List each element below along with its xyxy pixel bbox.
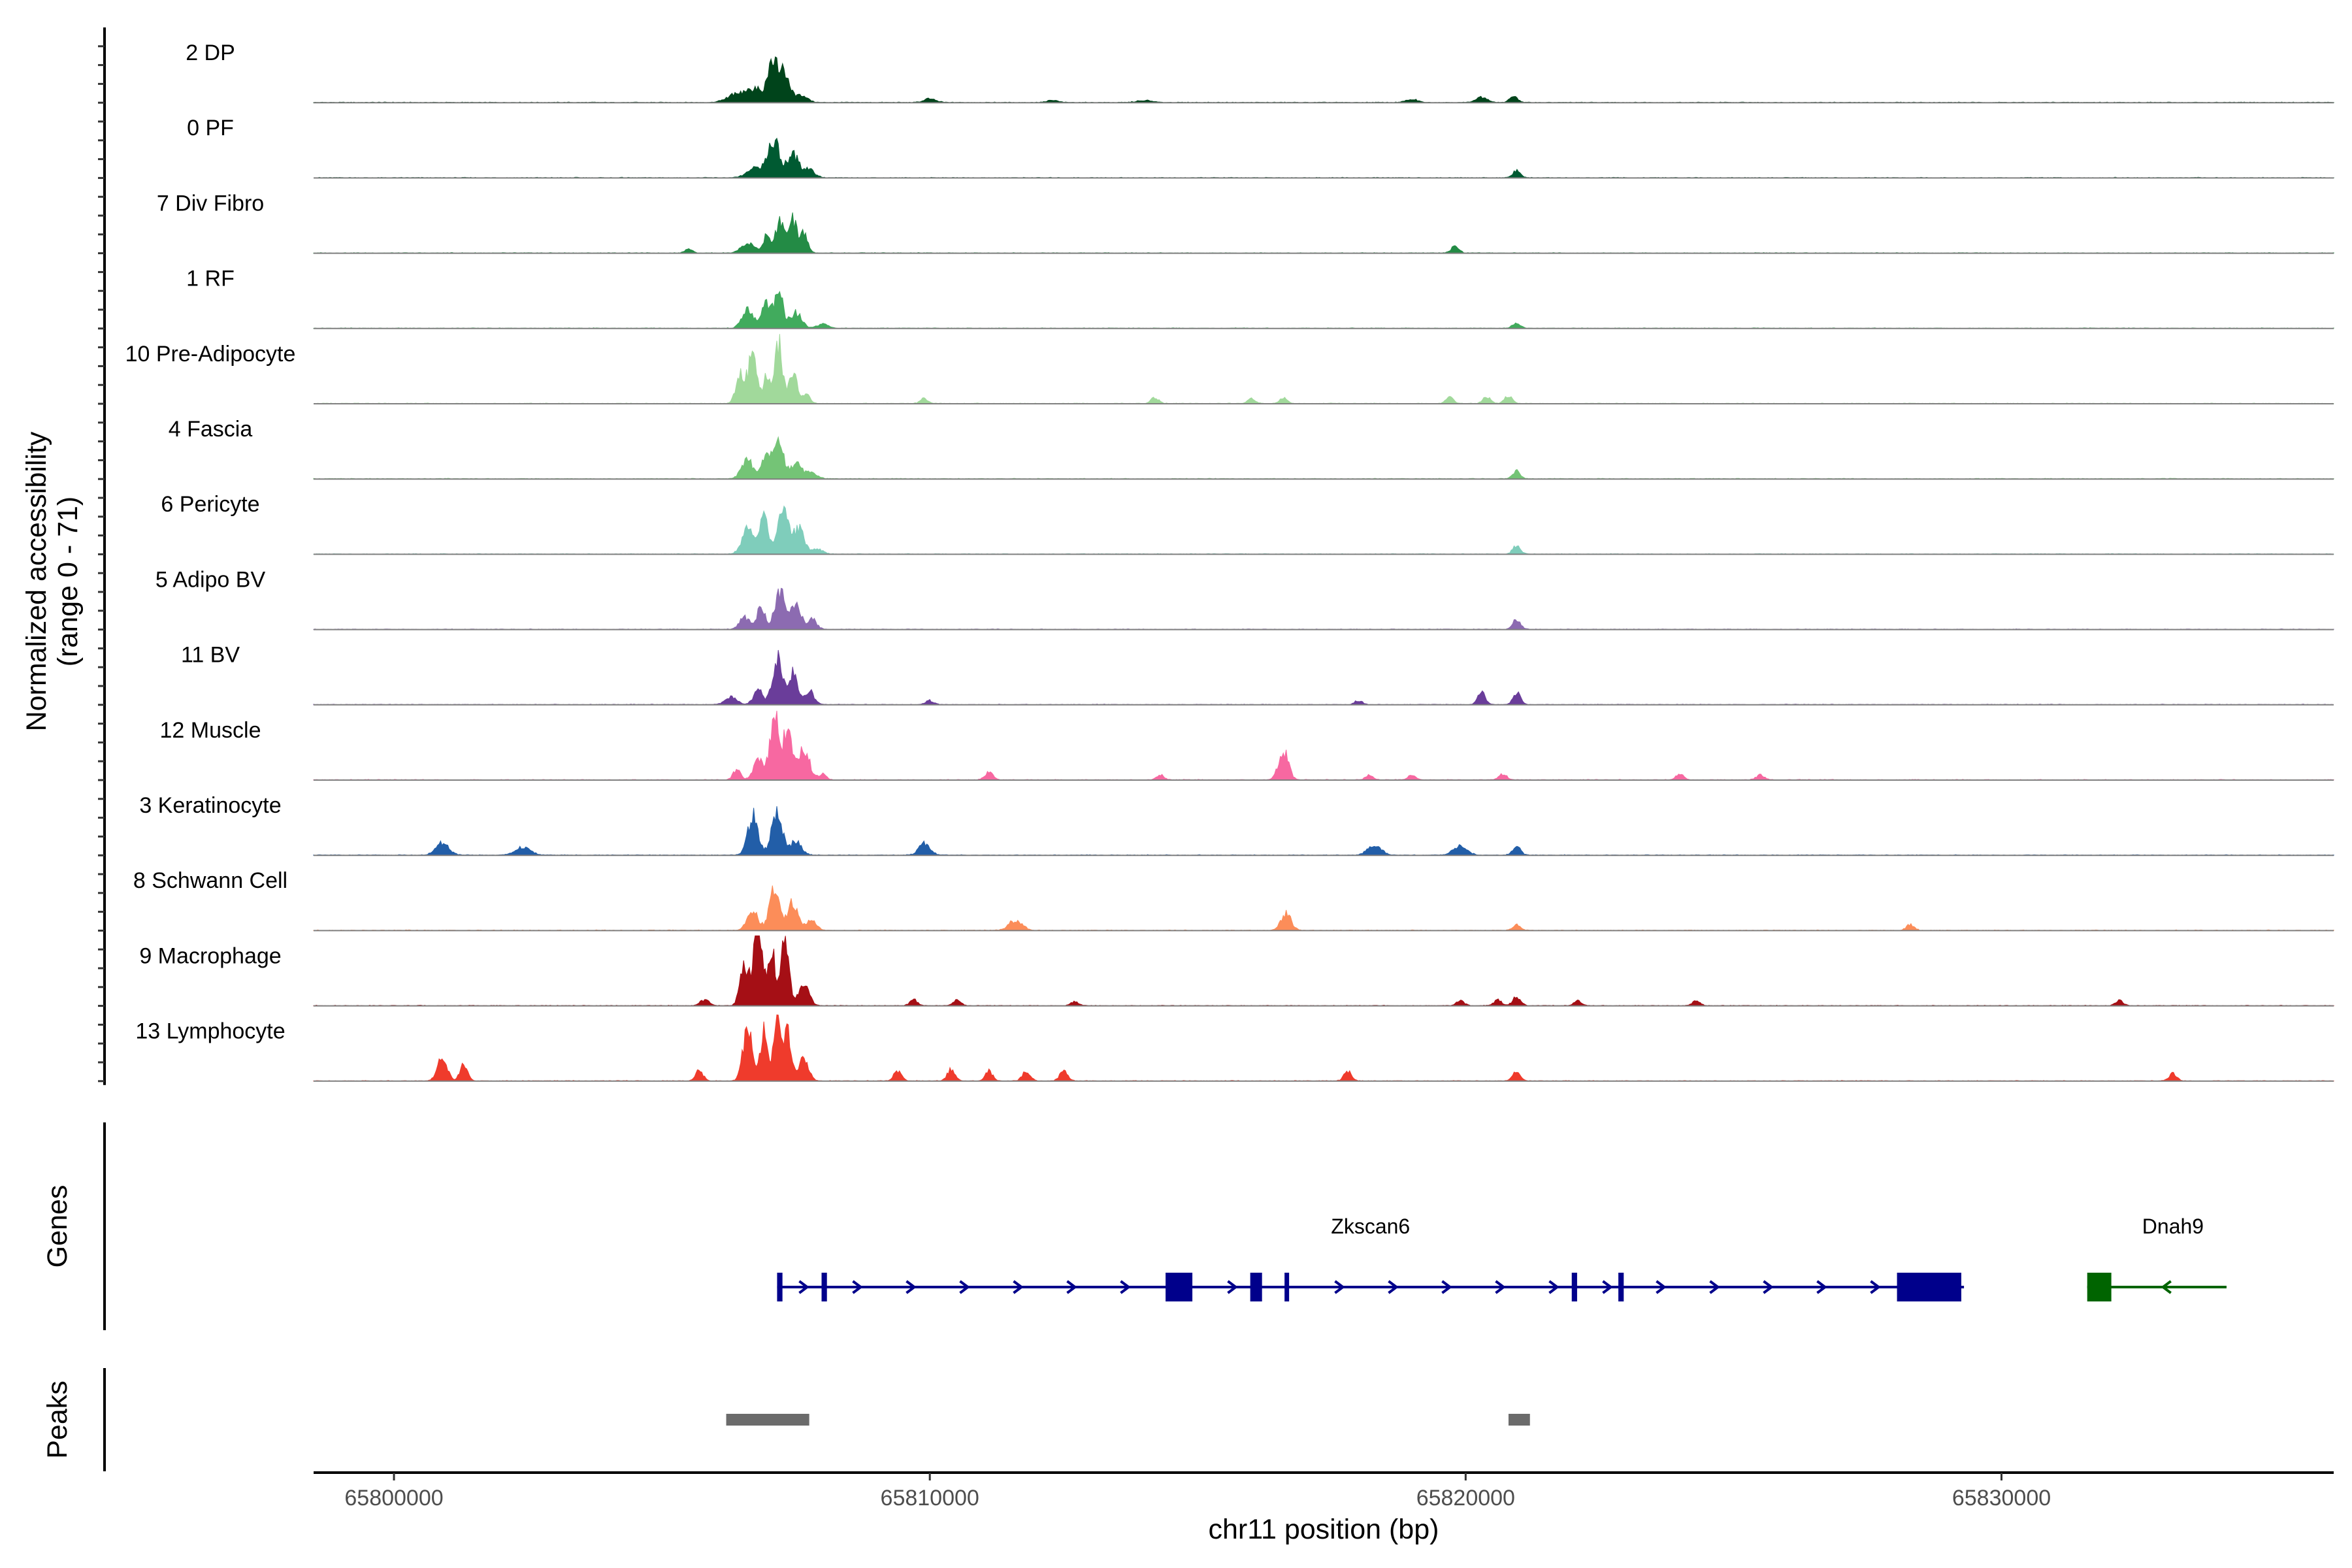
- track-label: 8 Schwann Cell: [133, 868, 287, 893]
- track-label: 7 Div Fibro: [157, 191, 264, 216]
- track-3-keratinocyte: 3 Keratinocyte: [139, 793, 2334, 857]
- strand-arrow: [1763, 1280, 1774, 1294]
- coverage-area: [313, 436, 2334, 480]
- strand-arrow: [1120, 1280, 1131, 1294]
- strand-arrow: [959, 1280, 970, 1294]
- track-1-rf: 1 RF: [186, 267, 2334, 329]
- coverage-area: [313, 587, 2334, 630]
- track-6-pericyte: 6 Pericyte: [161, 492, 2334, 555]
- strand-arrow: [1709, 1280, 1720, 1294]
- genes-panel-label: Genes: [42, 1185, 73, 1268]
- track-label: 2 DP: [186, 41, 235, 65]
- strand-arrow: [1656, 1280, 1667, 1294]
- track-label: 6 Pericyte: [161, 492, 259, 517]
- x-axis-ticks: 65800000 65810000 65820000 65830000: [344, 1473, 2051, 1511]
- strand-arrow: [1013, 1280, 1024, 1294]
- track-10-pre-adipocyte: 10 Pre-Adipocyte: [125, 334, 2334, 404]
- x-axis-title: chr11 position (bp): [1209, 1514, 1439, 1545]
- x-tick-label: 65810000: [881, 1486, 979, 1511]
- gene-label: Zkscan6: [1331, 1215, 1410, 1238]
- gene-zkscan6: Zkscan6: [777, 1215, 1965, 1301]
- track-11-bv: 11 BV: [181, 643, 2334, 706]
- strand-arrow: [1602, 1280, 1613, 1294]
- y-axis-title-sub: (range 0 - 71): [52, 497, 84, 667]
- peaks-panel-label: Peaks: [42, 1380, 73, 1459]
- exon: [1166, 1273, 1193, 1301]
- coverage-tracks: 2 DP 0 PF 7 Div Fibro 1 RF 10 Pre-Adipocyte 4…: [125, 41, 2334, 1082]
- strand-arrow: [1816, 1280, 1827, 1294]
- track-4-fascia: 4 Fascia: [169, 417, 2334, 480]
- track-label: 12 Muscle: [160, 718, 261, 743]
- coverage-area: [313, 334, 2334, 404]
- strand-arrow: [1495, 1280, 1506, 1294]
- track-2-dp: 2 DP: [186, 41, 2334, 104]
- track-0-pf: 0 PF: [187, 116, 2334, 179]
- exon: [1571, 1273, 1577, 1301]
- gene-dnah9: Dnah9: [2087, 1215, 2227, 1301]
- track-5-adipo-bv: 5 Adipo BV: [155, 567, 2334, 630]
- coverage-area: [313, 56, 2334, 103]
- track-9-macrophage: 9 Macrophage: [139, 935, 2334, 1007]
- exon: [777, 1273, 783, 1301]
- y-axis-title: Normalized accessibility (range 0 - 71): [21, 431, 84, 731]
- coverage-area: [313, 212, 2334, 254]
- gene-annotations: Zkscan6 Dnah9: [777, 1215, 2227, 1301]
- track-label: 0 PF: [187, 116, 234, 140]
- coverage-area: [313, 935, 2334, 1007]
- coverage-area: [313, 137, 2334, 178]
- gene-label: Dnah9: [2142, 1215, 2204, 1238]
- strand-arrow: [1388, 1280, 1399, 1294]
- coverage-area: [313, 291, 2334, 329]
- y-axis-title-main: Normalized accessibility: [21, 431, 52, 731]
- track-label: 13 Lymphocyte: [135, 1019, 285, 1044]
- track-label: 3 Keratinocyte: [139, 793, 281, 818]
- x-tick-label: 65830000: [1952, 1486, 2051, 1511]
- track-label: 5 Adipo BV: [155, 567, 266, 592]
- track-7-div-fibro: 7 Div Fibro: [157, 191, 2334, 254]
- coverage-left-axis: [98, 27, 106, 1085]
- coverage-area: [313, 505, 2334, 555]
- track-label: 9 Macrophage: [139, 943, 281, 968]
- coverage-area: [313, 806, 2334, 856]
- track-8-schwann-cell: 8 Schwann Cell: [133, 868, 2334, 932]
- x-tick-label: 65820000: [1416, 1486, 1515, 1511]
- exon: [1618, 1273, 1624, 1301]
- strand-arrow: [2161, 1280, 2172, 1294]
- track-13-lymphocyte: 13 Lymphocyte: [135, 1014, 2334, 1082]
- coverage-area: [313, 1014, 2334, 1082]
- track-label: 4 Fascia: [169, 417, 253, 442]
- strand-arrow: [852, 1280, 863, 1294]
- strand-arrow: [1441, 1280, 1452, 1294]
- strand-arrow: [1227, 1280, 1238, 1294]
- coverage-area: [313, 710, 2334, 781]
- peak-regions: [726, 1414, 1530, 1426]
- coverage-area: [313, 649, 2334, 706]
- exon: [1250, 1273, 1262, 1301]
- exon: [1897, 1273, 1961, 1301]
- track-label: 10 Pre-Adipocyte: [125, 342, 296, 367]
- peak-region: [726, 1414, 809, 1426]
- strand-arrow: [1066, 1280, 1077, 1294]
- exon: [1284, 1273, 1290, 1301]
- strand-arrow: [906, 1280, 917, 1294]
- strand-arrow: [798, 1280, 809, 1294]
- strand-arrow: [1870, 1280, 1881, 1294]
- strand-arrow: [1334, 1280, 1345, 1294]
- peak-region: [1508, 1414, 1530, 1426]
- exon: [2087, 1273, 2112, 1301]
- strand-arrow: [1548, 1280, 1560, 1294]
- track-label: 11 BV: [181, 643, 240, 668]
- exon: [821, 1273, 827, 1301]
- track-12-muscle: 12 Muscle: [160, 710, 2334, 781]
- coverage-area: [313, 885, 2334, 931]
- x-tick-label: 65800000: [344, 1486, 443, 1511]
- track-label: 1 RF: [186, 267, 235, 291]
